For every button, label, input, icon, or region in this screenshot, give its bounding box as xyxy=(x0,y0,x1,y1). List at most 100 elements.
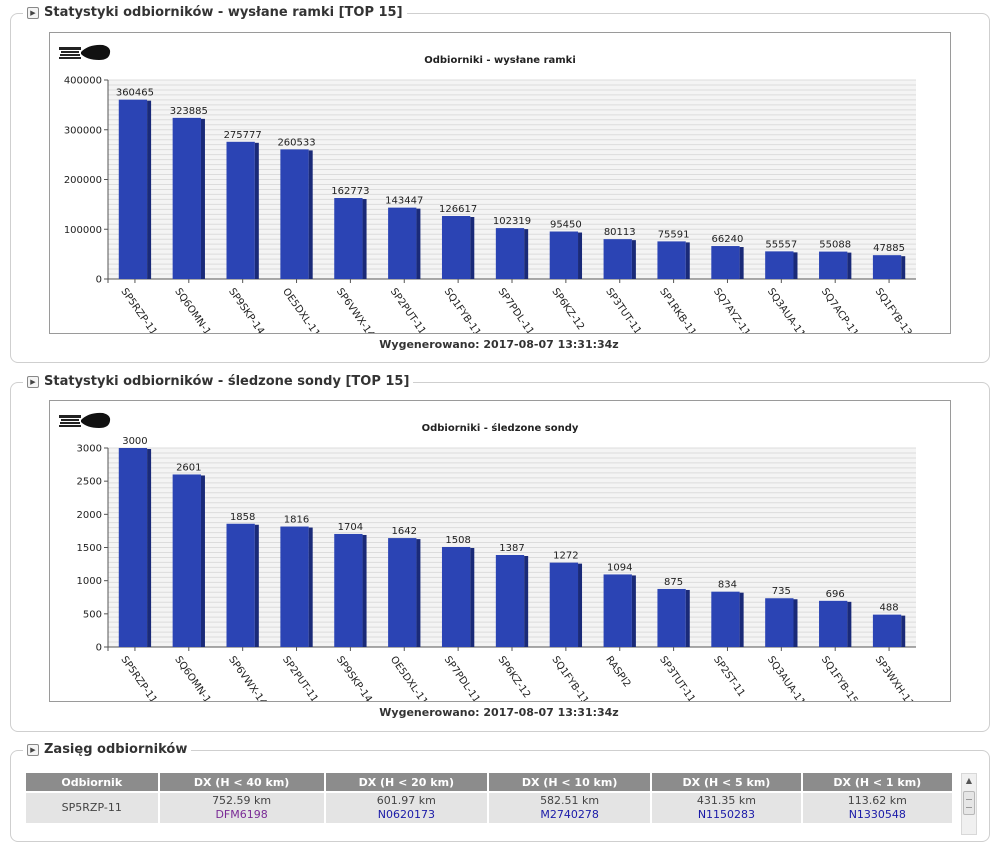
table-scrollbar[interactable]: ▲ xyxy=(961,773,977,835)
tracked-sondes-title: Statystyki odbiorników - śledzone sondy … xyxy=(44,374,410,389)
bar xyxy=(549,562,579,647)
data-label: 75591 xyxy=(658,229,690,240)
data-label: 260533 xyxy=(277,137,315,148)
data-label: 80113 xyxy=(604,227,636,238)
chart-title: Odbiorniki - wysłane ramki xyxy=(424,55,576,66)
logo-icon xyxy=(59,44,111,60)
column-header[interactable]: DX (H < 5 km) xyxy=(652,773,801,791)
x-tick-label: SP2ST-11 xyxy=(711,654,747,699)
bar-side xyxy=(308,527,313,647)
sent-frames-section: ▶ Statystyki odbiorników - wysłane ramki… xyxy=(10,5,990,363)
data-label: 1704 xyxy=(338,522,363,533)
bar-side xyxy=(631,575,636,647)
sonde-link[interactable]: N0620173 xyxy=(377,808,435,821)
sent-frames-title: Statystyki odbiorników - wysłane ramki [… xyxy=(44,5,403,20)
sent-frames-chart: Odbiorniki - wysłane ramki 0 100000 200000 3… xyxy=(64,55,916,333)
data-label: 1858 xyxy=(230,512,255,523)
x-tick-label: SP6KZ-12 xyxy=(496,654,533,700)
data-label: 3000 xyxy=(122,436,147,447)
bar xyxy=(172,474,201,647)
bar-side xyxy=(793,252,798,279)
bar xyxy=(603,239,632,279)
x-tick-label: SP6KZ-12 xyxy=(549,286,586,332)
bar-side xyxy=(308,150,313,279)
bar-side xyxy=(578,232,583,279)
bar xyxy=(657,241,686,279)
bar-side xyxy=(470,547,475,647)
bar xyxy=(280,526,309,647)
column-header[interactable]: DX (H < 40 km) xyxy=(159,773,324,791)
sonde-link[interactable]: M2740278 xyxy=(540,808,599,821)
dx-distance: 601.97 km xyxy=(376,794,436,807)
data-label: 1508 xyxy=(445,535,470,546)
dx-cell: 431.35 km N1150283 xyxy=(652,793,801,823)
x-tick-label: SP6VWX-14 xyxy=(334,286,376,333)
bar-side xyxy=(254,524,259,647)
data-label: 2601 xyxy=(176,462,201,473)
sent-frames-chart-frame: Odbiorniki - wysłane ramki 0 100000 200000 3… xyxy=(49,32,951,334)
bar xyxy=(819,251,848,279)
data-label: 95450 xyxy=(550,220,582,231)
sent-frames-generated: Wygenerowano: 2017-08-07 13:31:34z xyxy=(379,338,619,351)
tracked-sondes-generated: Wygenerowano: 2017-08-07 13:31:34z xyxy=(379,706,619,719)
expand-arrow-icon[interactable]: ▶ xyxy=(27,6,39,19)
table-row: SP5RZP-11 752.59 km DFM6198 601.97 km N0… xyxy=(26,793,952,823)
bar-side xyxy=(362,199,367,279)
sonde-link[interactable]: N1330548 xyxy=(848,808,906,821)
scroll-thumb[interactable] xyxy=(963,791,975,815)
sonde-link[interactable]: N1150283 xyxy=(697,808,756,821)
bar-side xyxy=(416,539,421,647)
receiver-range-legend[interactable]: ▶ Zasięg odbiorników xyxy=(23,742,192,757)
bar-side xyxy=(847,252,852,279)
data-label: 696 xyxy=(826,589,845,600)
column-header[interactable]: DX (H < 10 km) xyxy=(488,773,651,791)
sonde-link[interactable]: DFM6198 xyxy=(215,808,268,821)
bar-side xyxy=(470,217,475,279)
bar xyxy=(441,216,471,279)
receiver-range-section: ▶ Zasięg odbiorników Odbiornik DX (H < 4… xyxy=(10,742,990,842)
dx-cell: 752.59 km DFM6198 xyxy=(159,793,324,823)
logo-icon xyxy=(59,412,111,428)
y-tick-label: 3000 xyxy=(77,444,102,455)
data-label: 1094 xyxy=(607,562,632,573)
receiver-range-title: Zasięg odbiorników xyxy=(44,742,188,757)
x-tick-label: SQ6OMN-14 xyxy=(172,654,216,701)
bar-side xyxy=(847,601,852,647)
bar xyxy=(388,538,417,647)
bar xyxy=(495,228,525,279)
column-header[interactable]: DX (H < 1 km) xyxy=(802,773,952,791)
y-tick-label: 2500 xyxy=(77,477,102,488)
receiver-cell: SP5RZP-11 xyxy=(26,793,158,823)
bar xyxy=(280,149,309,279)
x-tick-label: SQ1FYB-15 xyxy=(819,654,860,701)
bar xyxy=(819,600,848,647)
tracked-sondes-legend[interactable]: ▶ Statystyki odbiorników - śledzone sond… xyxy=(23,374,414,389)
column-header[interactable]: DX (H < 20 km) xyxy=(325,773,487,791)
data-label: 1272 xyxy=(553,551,578,562)
bar-side xyxy=(524,555,529,647)
data-label: 1387 xyxy=(499,543,524,554)
column-header[interactable]: Odbiornik xyxy=(26,773,158,791)
bar-side xyxy=(147,449,152,647)
expand-arrow-icon[interactable]: ▶ xyxy=(27,743,39,756)
bar-side xyxy=(631,240,636,279)
y-tick-label: 1000 xyxy=(77,576,102,587)
x-tick-label: SP3TUT-11 xyxy=(603,286,643,333)
bar xyxy=(226,523,255,647)
scroll-up-arrow-icon[interactable]: ▲ xyxy=(965,776,973,785)
x-tick-label: SQ1FYB-13 xyxy=(873,286,914,333)
y-tick-label: 400000 xyxy=(64,76,102,87)
data-label: 735 xyxy=(772,586,791,597)
bar xyxy=(657,588,686,647)
data-label: 162773 xyxy=(331,186,369,197)
bar xyxy=(388,207,417,279)
dx-cell: 582.51 km M2740278 xyxy=(488,793,651,823)
sent-frames-legend[interactable]: ▶ Statystyki odbiorników - wysłane ramki… xyxy=(23,5,407,20)
bar xyxy=(226,141,255,279)
bar-side xyxy=(739,247,744,279)
expand-arrow-icon[interactable]: ▶ xyxy=(27,375,39,388)
y-tick-label: 200000 xyxy=(64,175,102,186)
bar-side xyxy=(901,256,906,279)
x-tick-label: SQ6OMN-14 xyxy=(172,286,216,333)
bar xyxy=(872,255,902,279)
